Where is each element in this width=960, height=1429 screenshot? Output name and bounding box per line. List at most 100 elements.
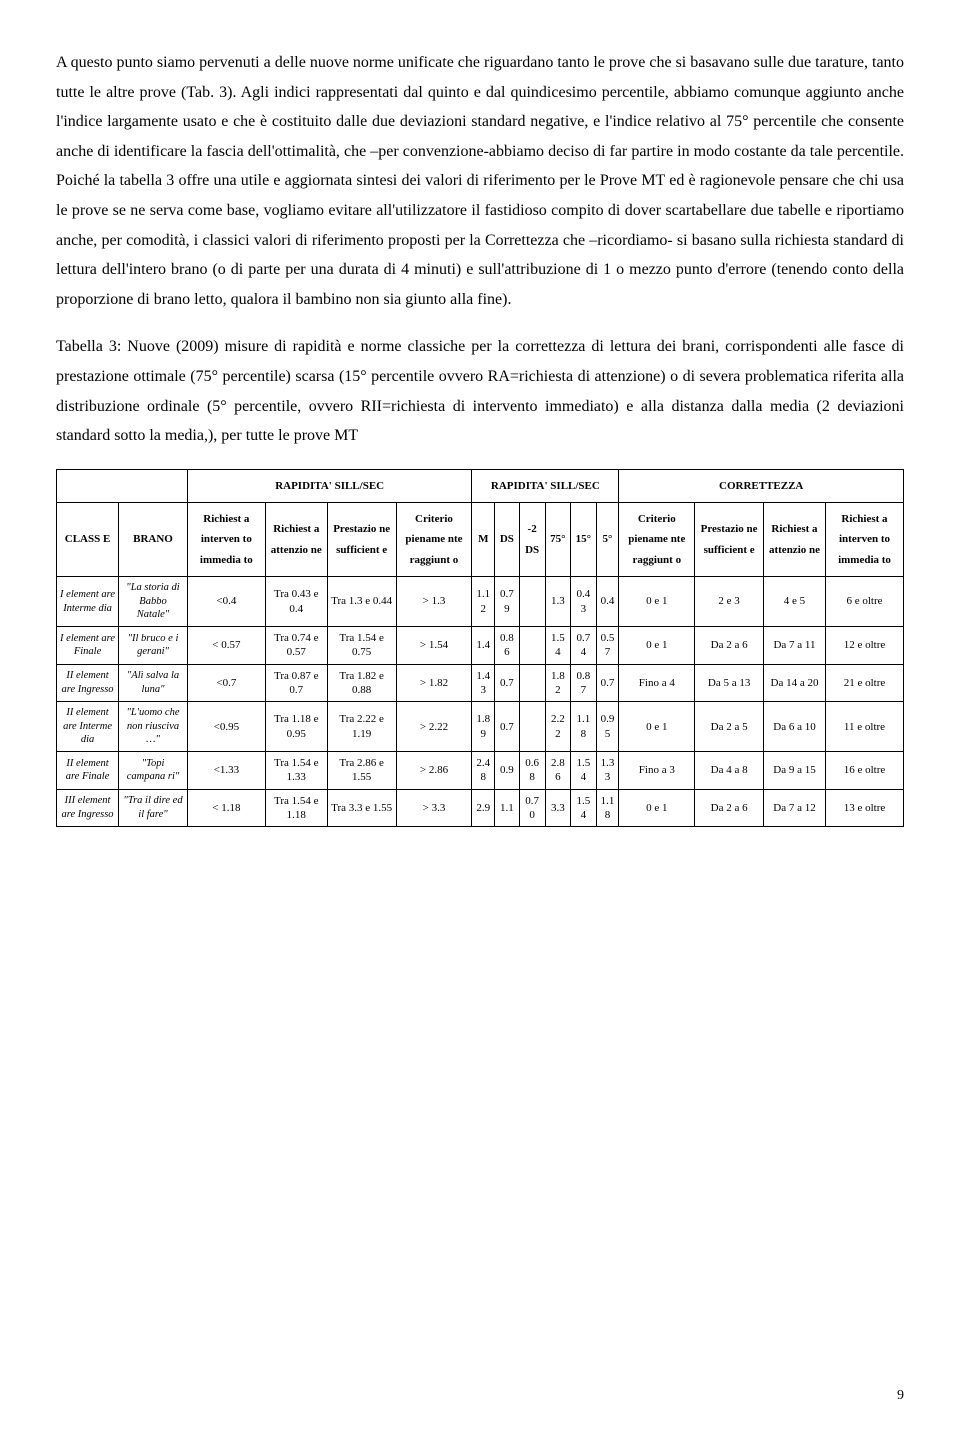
group-header-blank	[57, 469, 188, 502]
cell: Tra 1.18 e 0.95	[265, 702, 327, 752]
cell: <1.33	[187, 752, 265, 790]
col-15: 15°	[571, 503, 597, 577]
cell: Fino a 4	[619, 664, 695, 702]
col-ps-1: Prestazio ne sufficient e	[327, 503, 396, 577]
cell: 2.2 2	[545, 702, 571, 752]
cell: 1.4 3	[472, 664, 495, 702]
cell-brano: "Alì salva la luna"	[119, 664, 188, 702]
table-row: II element are Interme dia "L'uomo che n…	[57, 702, 904, 752]
cell: 0.8 7	[571, 664, 597, 702]
cell: 1.5 4	[571, 752, 597, 790]
cell: 0.7 0	[519, 789, 545, 827]
cell: Tra 2.86 e 1.55	[327, 752, 396, 790]
col-m: M	[472, 503, 495, 577]
cell: 0.4	[596, 577, 619, 627]
cell	[519, 577, 545, 627]
cell: 0.6 8	[519, 752, 545, 790]
cell: 1.8 2	[545, 664, 571, 702]
col-rii-2: Richiest a interven to immedia to	[826, 503, 904, 577]
cell-class: III element are Ingresso	[57, 789, 119, 827]
page-number: 9	[897, 1383, 904, 1409]
cell: Da 2 a 6	[695, 627, 764, 665]
table-row: I element are Finale "Il bruco e i geran…	[57, 627, 904, 665]
cell: 0.5 7	[596, 627, 619, 665]
cell: > 2.22	[396, 702, 472, 752]
cell: Tra 1.54 e 1.18	[265, 789, 327, 827]
cell: Da 14 a 20	[764, 664, 826, 702]
cell-class: II element are Interme dia	[57, 702, 119, 752]
cell: > 3.3	[396, 789, 472, 827]
cell: Da 7 a 11	[764, 627, 826, 665]
cell-class: II element are Ingresso	[57, 664, 119, 702]
group-header-rapidita-1: RAPIDITA' SILL/SEC	[187, 469, 471, 502]
paragraph-1: A questo punto siamo pervenuti a delle n…	[56, 48, 904, 314]
table-row: II element are Finale "Topi campana ri" …	[57, 752, 904, 790]
cell: Fino a 3	[619, 752, 695, 790]
table-group-header-row: RAPIDITA' SILL/SEC RAPIDITA' SILL/SEC CO…	[57, 469, 904, 502]
cell: 2.9	[472, 789, 495, 827]
cell: > 1.54	[396, 627, 472, 665]
cell: < 0.57	[187, 627, 265, 665]
table-row: III element are Ingresso "Tra il dire ed…	[57, 789, 904, 827]
cell: 11 e oltre	[826, 702, 904, 752]
group-header-correttezza: CORRETTEZZA	[619, 469, 904, 502]
table-3: RAPIDITA' SILL/SEC RAPIDITA' SILL/SEC CO…	[56, 469, 904, 828]
cell: Tra 1.3 e 0.44	[327, 577, 396, 627]
cell: 0.8 6	[495, 627, 520, 665]
cell: Da 2 a 6	[695, 789, 764, 827]
col-rii-1: Richiest a interven to immedia to	[187, 503, 265, 577]
cell: Da 7 a 12	[764, 789, 826, 827]
cell: 3.3	[545, 789, 571, 827]
cell: Da 6 a 10	[764, 702, 826, 752]
cell: Da 4 a 8	[695, 752, 764, 790]
cell: > 1.3	[396, 577, 472, 627]
cell	[519, 664, 545, 702]
cell: 1.5 4	[571, 789, 597, 827]
cell: Tra 2.22 e 1.19	[327, 702, 396, 752]
cell: 12 e oltre	[826, 627, 904, 665]
cell: 0.7 4	[571, 627, 597, 665]
group-header-rapidita-2: RAPIDITA' SILL/SEC	[472, 469, 619, 502]
cell: <0.95	[187, 702, 265, 752]
col-ds: DS	[495, 503, 520, 577]
cell: Tra 1.82 e 0.88	[327, 664, 396, 702]
cell: 1.5 4	[545, 627, 571, 665]
cell: Da 2 a 5	[695, 702, 764, 752]
col-ra-1: Richiest a attenzio ne	[265, 503, 327, 577]
table-row: I element are Interme dia "La storia di …	[57, 577, 904, 627]
cell: 1.1 8	[596, 789, 619, 827]
cell: 0 e 1	[619, 789, 695, 827]
cell	[519, 702, 545, 752]
cell: Tra 1.54 e 0.75	[327, 627, 396, 665]
cell: 1.4	[472, 627, 495, 665]
paragraph-2-table-caption: Tabella 3: Nuove (2009) misure di rapidi…	[56, 332, 904, 450]
cell: 0 e 1	[619, 577, 695, 627]
col-cpr-1: Criterio piename nte raggiunt o	[396, 503, 472, 577]
cell: <0.4	[187, 577, 265, 627]
col-classe: CLASS E	[57, 503, 119, 577]
table-row: II element are Ingresso "Alì salva la lu…	[57, 664, 904, 702]
col-cpr-2: Criterio piename nte raggiunt o	[619, 503, 695, 577]
cell: 1.8 9	[472, 702, 495, 752]
cell: 16 e oltre	[826, 752, 904, 790]
cell: 1.1 2	[472, 577, 495, 627]
cell: 0 e 1	[619, 702, 695, 752]
col-ra-2: Richiest a attenzio ne	[764, 503, 826, 577]
cell: 1.3	[545, 577, 571, 627]
cell: 0.9 5	[596, 702, 619, 752]
cell: 2.8 6	[545, 752, 571, 790]
cell-brano: "Topi campana ri"	[119, 752, 188, 790]
cell: 0.7	[495, 664, 520, 702]
cell: 6 e oltre	[826, 577, 904, 627]
cell: 2.4 8	[472, 752, 495, 790]
cell: 1.1	[495, 789, 520, 827]
cell: 0.9	[495, 752, 520, 790]
cell: <0.7	[187, 664, 265, 702]
cell: 0.7 9	[495, 577, 520, 627]
cell: 0.4 3	[571, 577, 597, 627]
cell: 0.7	[596, 664, 619, 702]
cell: > 2.86	[396, 752, 472, 790]
cell: 13 e oltre	[826, 789, 904, 827]
cell: 2 e 3	[695, 577, 764, 627]
col-ps-2: Prestazio ne sufficient e	[695, 503, 764, 577]
